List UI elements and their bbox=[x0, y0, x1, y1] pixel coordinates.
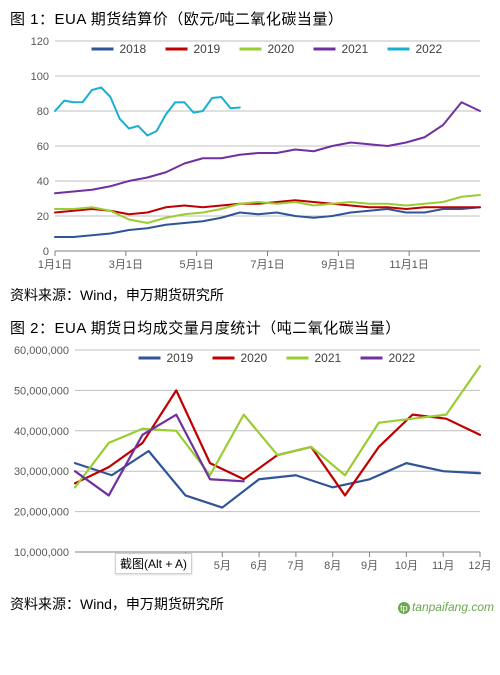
svg-text:100: 100 bbox=[31, 71, 49, 83]
watermark-text: tanpaifang.com bbox=[412, 600, 494, 614]
svg-text:2022: 2022 bbox=[416, 42, 443, 56]
watermark: tptanpaifang.com bbox=[398, 600, 494, 614]
svg-text:30,000,000: 30,000,000 bbox=[14, 466, 69, 478]
svg-text:40,000,000: 40,000,000 bbox=[14, 426, 69, 438]
svg-text:2022: 2022 bbox=[389, 351, 416, 365]
figure-2: 图 2：EUA 期货日均成交量月度统计（吨二氧化碳当量） 10,000,000 2… bbox=[0, 309, 500, 618]
svg-text:2019: 2019 bbox=[194, 42, 221, 56]
svg-text:1月1日: 1月1日 bbox=[38, 259, 72, 271]
screenshot-tooltip: 截图(Alt + A) bbox=[115, 553, 192, 574]
svg-text:9月1日: 9月1日 bbox=[321, 259, 355, 271]
figure-1: 图 1：EUA 期货结算价（欧元/吨二氧化碳当量） 0 20 40 60 80 100 12… bbox=[0, 0, 500, 309]
svg-text:20: 20 bbox=[37, 211, 49, 223]
svg-text:9月: 9月 bbox=[361, 560, 378, 572]
svg-text:8月: 8月 bbox=[324, 560, 341, 572]
svg-text:7月1日: 7月1日 bbox=[250, 259, 284, 271]
svg-text:12月: 12月 bbox=[468, 560, 490, 572]
svg-text:11月: 11月 bbox=[432, 560, 454, 572]
svg-text:7月: 7月 bbox=[287, 560, 304, 572]
svg-text:0: 0 bbox=[43, 246, 49, 258]
svg-text:60: 60 bbox=[37, 141, 49, 153]
svg-text:6月: 6月 bbox=[251, 560, 268, 572]
figure-1-source: 资料来源：Wind，申万期货研究所 bbox=[0, 281, 500, 309]
svg-text:80: 80 bbox=[37, 106, 49, 118]
svg-text:11月1日: 11月1日 bbox=[389, 259, 429, 271]
svg-text:20,000,000: 20,000,000 bbox=[14, 507, 69, 519]
figure-1-title: 图 1：EUA 期货结算价（欧元/吨二氧化碳当量） bbox=[0, 0, 500, 31]
svg-text:5月: 5月 bbox=[214, 560, 231, 572]
svg-text:3月1日: 3月1日 bbox=[109, 259, 143, 271]
figure-2-title: 图 2：EUA 期货日均成交量月度统计（吨二氧化碳当量） bbox=[0, 309, 500, 340]
svg-text:2021: 2021 bbox=[315, 351, 342, 365]
svg-text:2021: 2021 bbox=[342, 42, 369, 56]
svg-text:60,000,000: 60,000,000 bbox=[14, 345, 69, 357]
svg-text:2018: 2018 bbox=[120, 42, 147, 56]
watermark-logo-icon: tp bbox=[398, 602, 410, 614]
svg-text:10,000,000: 10,000,000 bbox=[14, 547, 69, 559]
svg-text:2020: 2020 bbox=[241, 351, 268, 365]
figure-2-chart: 10,000,000 20,000,000 30,000,000 40,000,000… bbox=[10, 340, 490, 590]
svg-text:10月: 10月 bbox=[395, 560, 418, 572]
svg-text:120: 120 bbox=[31, 36, 49, 48]
svg-text:40: 40 bbox=[37, 176, 49, 188]
svg-text:2020: 2020 bbox=[268, 42, 295, 56]
figure-1-chart: 0 20 40 60 80 100 120 1月1日 3月1日 5月1日 7月1日 9月1日 11月1日… bbox=[10, 31, 490, 281]
svg-text:2019: 2019 bbox=[167, 351, 194, 365]
svg-text:5月1日: 5月1日 bbox=[180, 259, 214, 271]
svg-text:50,000,000: 50,000,000 bbox=[14, 385, 69, 397]
